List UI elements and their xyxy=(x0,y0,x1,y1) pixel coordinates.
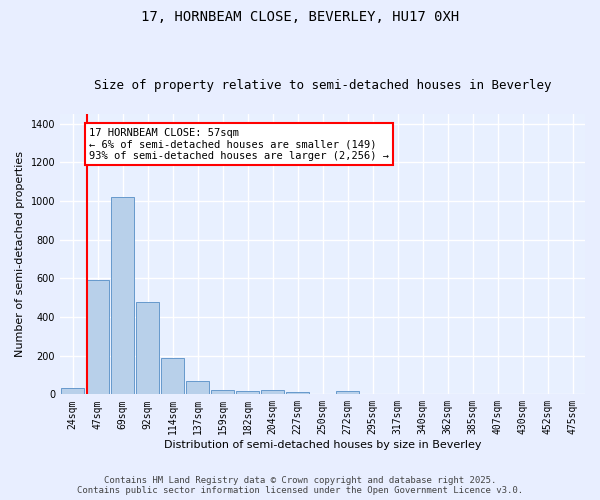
Bar xyxy=(111,197,134,394)
Text: 17 HORNBEAM CLOSE: 57sqm
← 6% of semi-detached houses are smaller (149)
93% of s: 17 HORNBEAM CLOSE: 57sqm ← 6% of semi-de… xyxy=(89,128,389,160)
Text: 17, HORNBEAM CLOSE, BEVERLEY, HU17 0XH: 17, HORNBEAM CLOSE, BEVERLEY, HU17 0XH xyxy=(141,10,459,24)
Bar xyxy=(211,390,234,394)
Bar xyxy=(136,302,159,394)
Y-axis label: Number of semi-detached properties: Number of semi-detached properties xyxy=(15,151,25,357)
Bar xyxy=(161,358,184,395)
Bar xyxy=(61,388,84,394)
Bar xyxy=(236,392,259,394)
Bar xyxy=(286,392,309,394)
Bar xyxy=(86,280,109,394)
X-axis label: Distribution of semi-detached houses by size in Beverley: Distribution of semi-detached houses by … xyxy=(164,440,481,450)
Text: Contains HM Land Registry data © Crown copyright and database right 2025.
Contai: Contains HM Land Registry data © Crown c… xyxy=(77,476,523,495)
Bar xyxy=(261,390,284,394)
Title: Size of property relative to semi-detached houses in Beverley: Size of property relative to semi-detach… xyxy=(94,79,551,92)
Bar xyxy=(336,392,359,394)
Bar xyxy=(186,381,209,394)
